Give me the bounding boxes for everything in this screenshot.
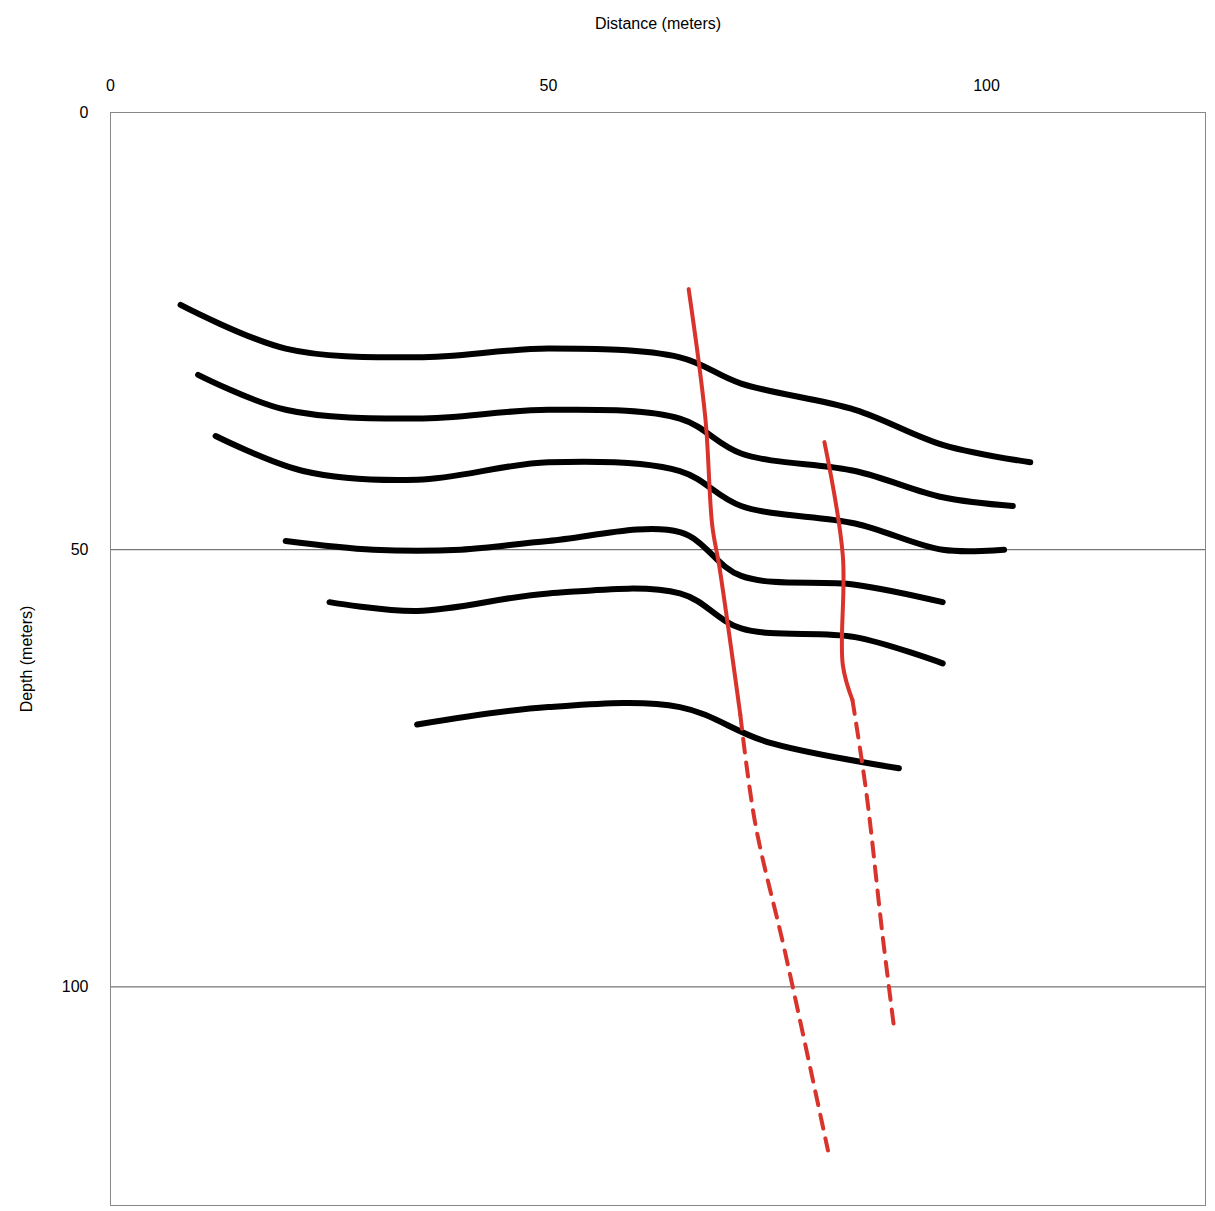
svg-text:0: 0 xyxy=(106,77,115,94)
svg-text:100: 100 xyxy=(62,978,89,995)
svg-text:Distance (meters): Distance (meters) xyxy=(595,15,721,32)
svg-text:100: 100 xyxy=(973,77,1000,94)
svg-text:50: 50 xyxy=(540,77,558,94)
svg-text:50: 50 xyxy=(71,541,89,558)
svg-text:Depth (meters): Depth (meters) xyxy=(18,606,35,713)
svg-text:0: 0 xyxy=(80,104,89,121)
